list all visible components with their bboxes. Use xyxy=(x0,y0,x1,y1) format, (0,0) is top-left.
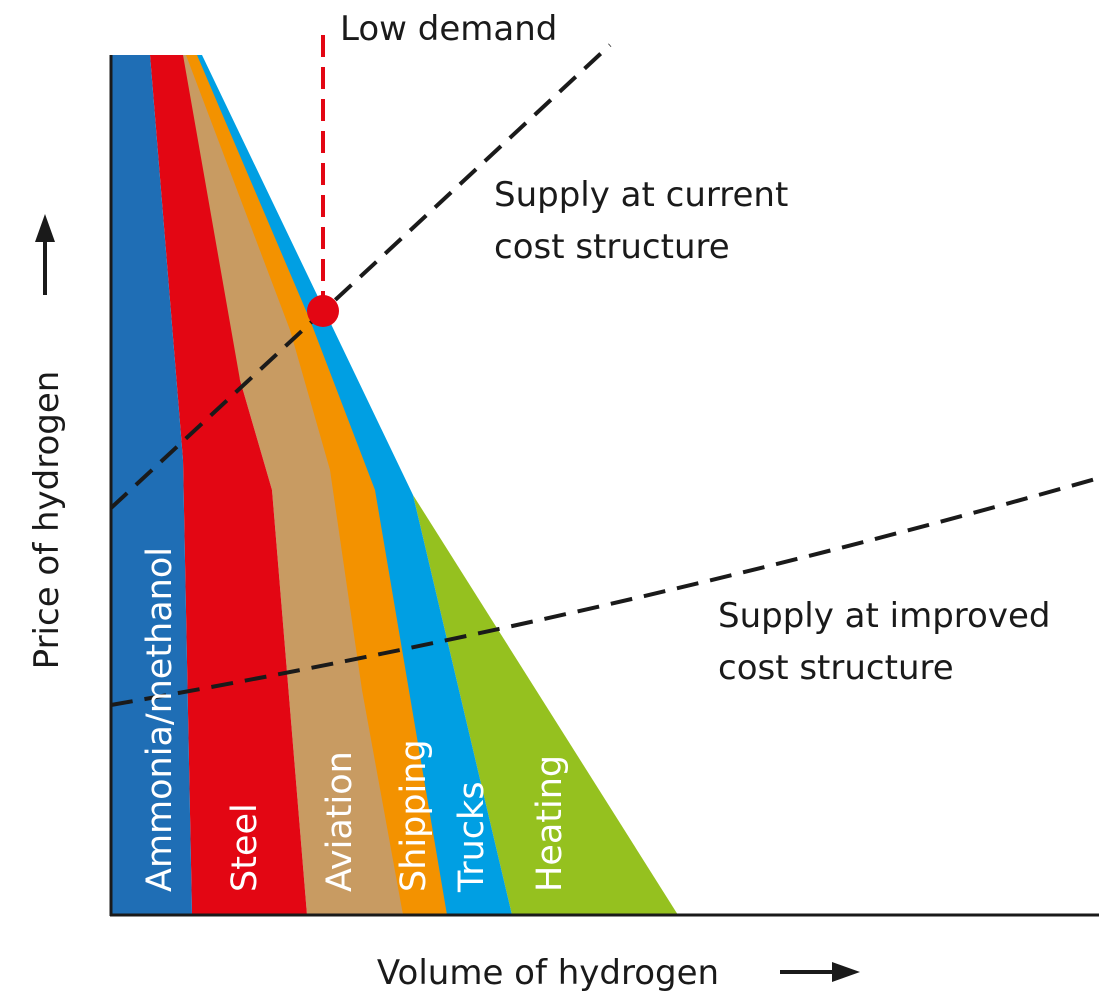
equilibrium-point xyxy=(307,295,339,327)
supply-improved-line xyxy=(110,476,1099,707)
sector-label: Heating xyxy=(530,755,570,892)
band-steel xyxy=(150,55,307,915)
sector-label: Trucks xyxy=(452,781,492,893)
supply-current-label: cost structure xyxy=(494,227,730,267)
x-axis-label: Volume of hydrogen xyxy=(377,953,719,993)
sector-label: Ammonia/methanol xyxy=(140,547,180,892)
supply-improved-label: cost structure xyxy=(718,648,954,688)
supply-current-line xyxy=(109,43,612,510)
sector-label: Steel xyxy=(225,803,265,892)
x-arrow-head xyxy=(832,962,860,982)
supply-current-label: Supply at current xyxy=(494,175,788,215)
demand-label: Low demand xyxy=(340,9,557,49)
y-arrow-head xyxy=(35,214,55,242)
y-axis-label: Price of hydrogen xyxy=(27,371,67,670)
band-heating xyxy=(413,495,678,915)
sector-label: Shipping xyxy=(394,739,434,892)
sector-label: Aviation xyxy=(320,751,360,892)
supply-improved-label: Supply at improved xyxy=(718,596,1050,636)
